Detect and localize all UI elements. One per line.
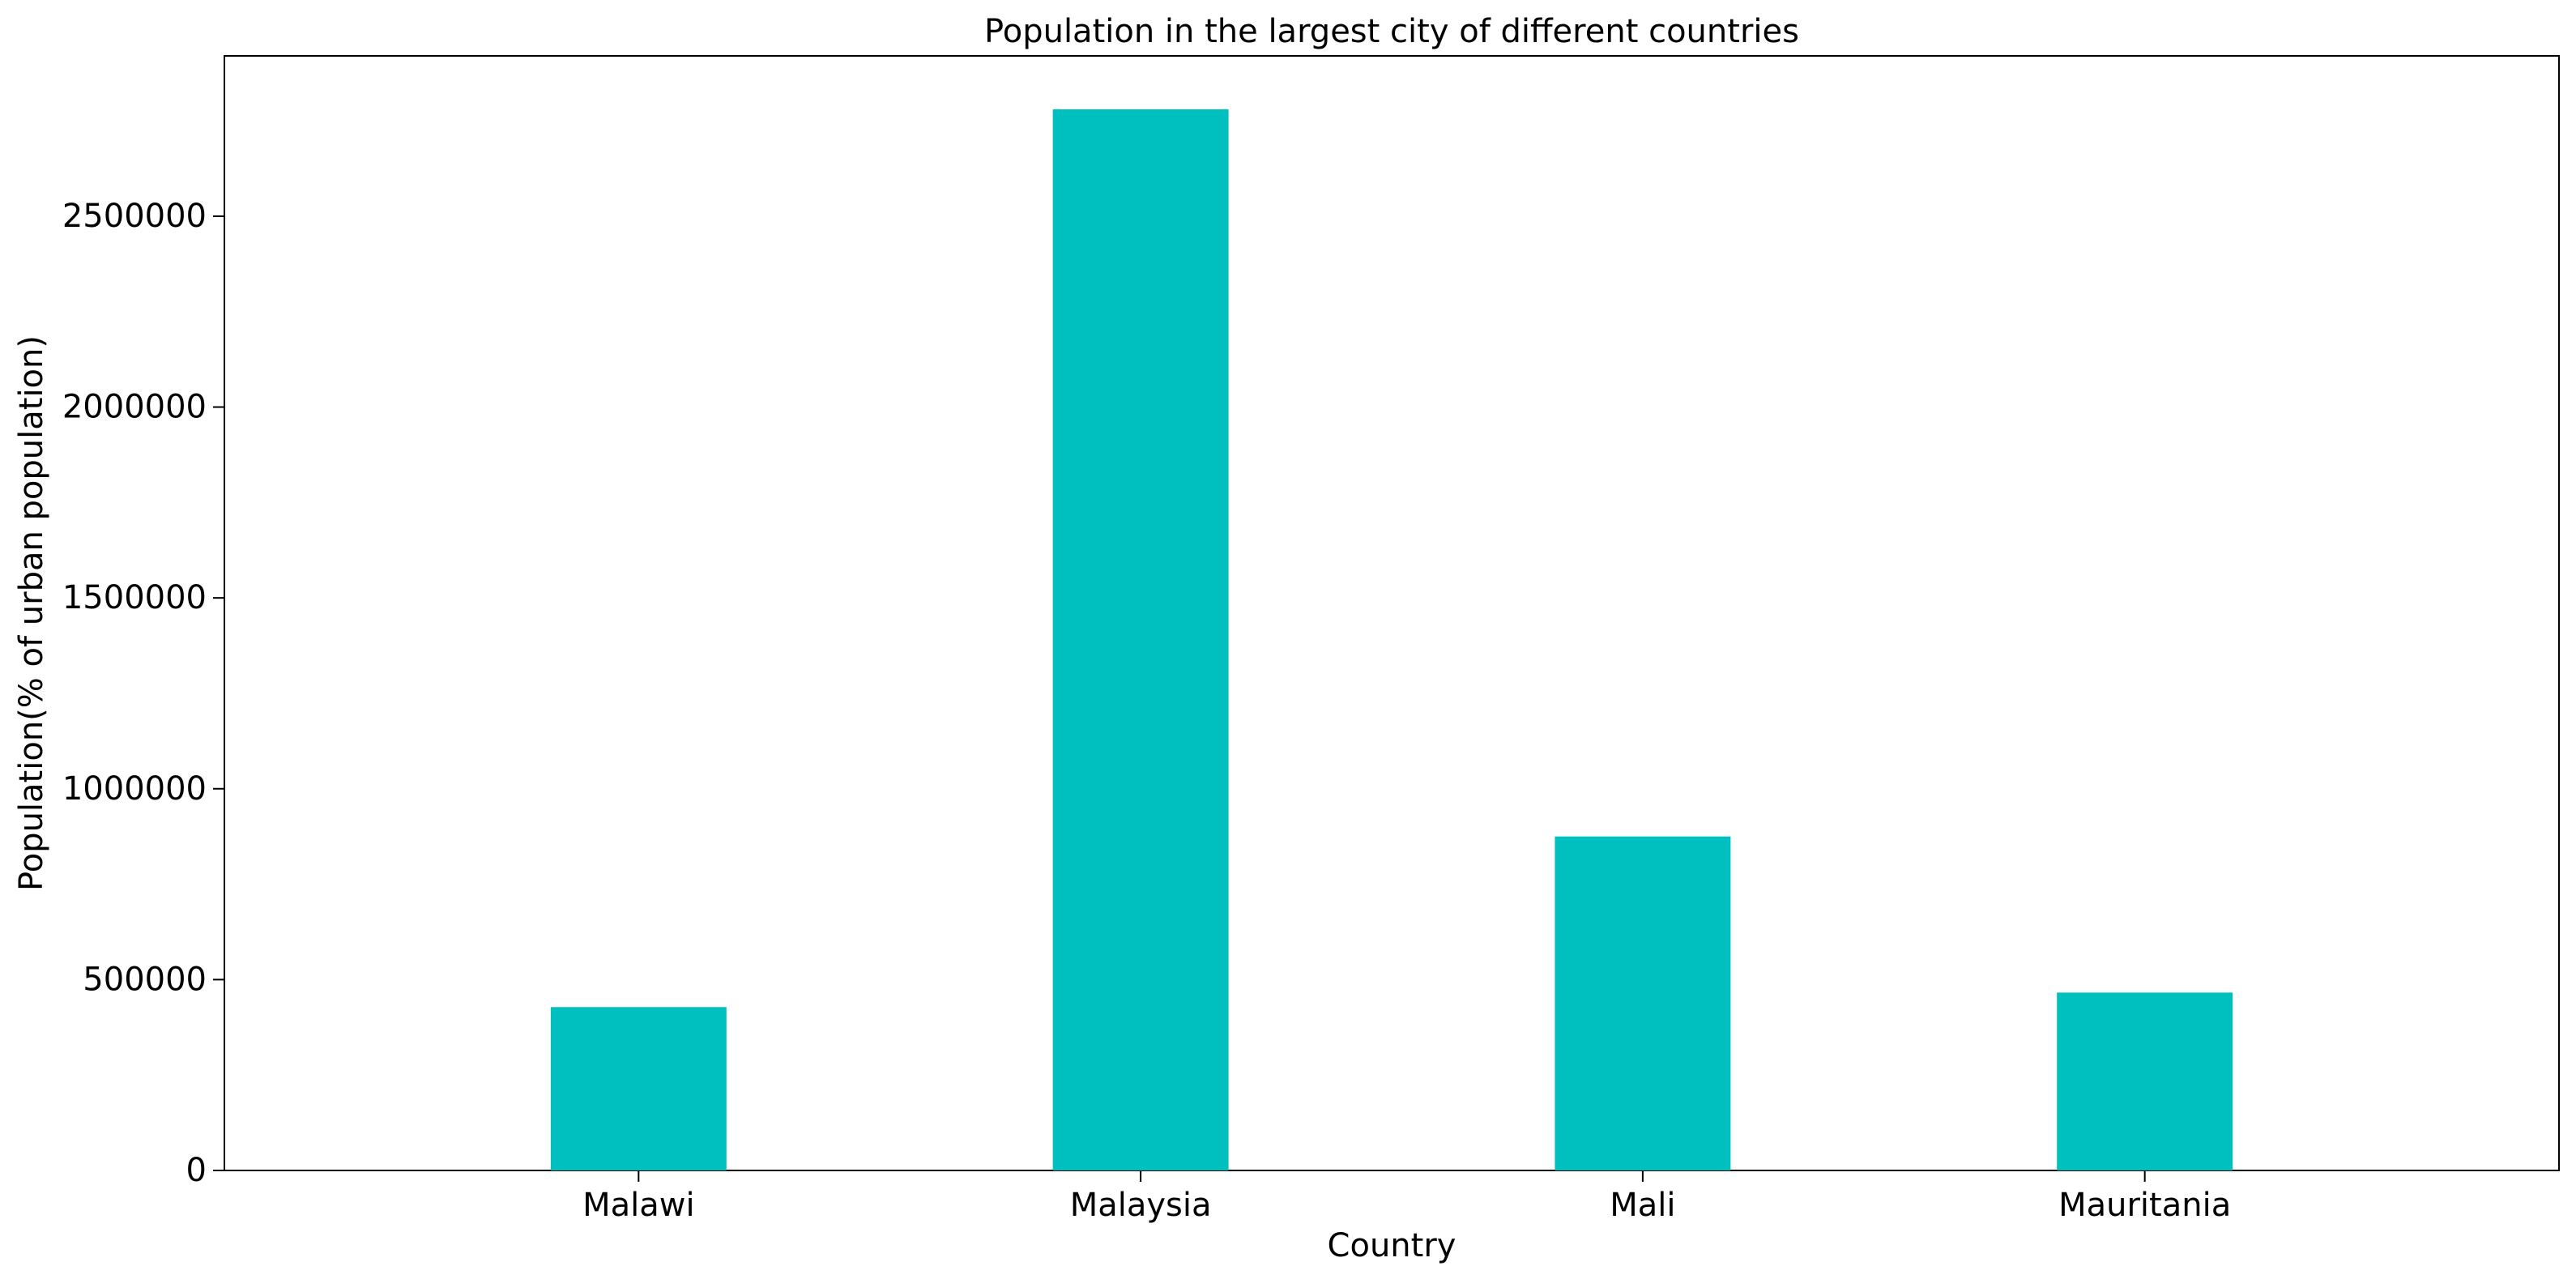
x-tick-label-malaysia: Malaysia [1070,1187,1212,1224]
y-tick-label: 2500000 [62,198,207,235]
plot-area-frame [224,55,2560,1171]
x-tick-label-mauritania: Mauritania [2058,1187,2231,1224]
y-tick-label: 1500000 [62,579,207,616]
bars-layer [550,109,2233,1170]
y-tick-label: 2000000 [62,389,207,426]
bar-mali [1555,836,1731,1170]
x-tick-label-mali: Mali [1610,1187,1675,1224]
x-axis-label: Country [1328,1227,1456,1264]
x-tick-label-malawi: Malawi [582,1187,694,1224]
x-axis-ticks: Malawi Malaysia Mali Mauritania [582,1170,2231,1224]
bar-mauritania [2057,992,2233,1170]
y-axis-label: Population(% of urban population) [13,335,50,891]
chart-title: Population in the largest city of differ… [984,13,1799,50]
bar-malawi [550,1007,727,1170]
y-tick-label: 1000000 [62,770,207,808]
bar-malaysia [1052,109,1229,1170]
y-tick-label: 500000 [83,961,207,998]
y-tick-label: 0 [186,1152,207,1189]
y-axis-ticks: 0 500000 1000000 1500000 2000000 2500000 [62,198,224,1189]
